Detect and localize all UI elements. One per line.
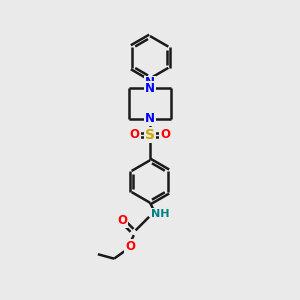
Text: O: O [118,214,128,227]
Text: O: O [125,240,135,253]
Text: N: N [145,112,155,125]
Text: O: O [130,128,140,142]
Text: O: O [160,128,170,142]
Text: S: S [145,128,155,142]
Text: N: N [145,82,155,95]
Text: N: N [145,76,155,89]
Text: NH: NH [151,209,169,219]
